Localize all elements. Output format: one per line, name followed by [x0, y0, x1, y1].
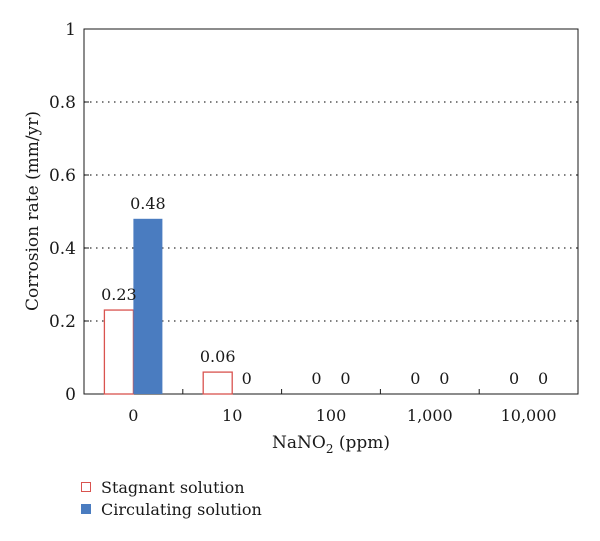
y-tick-label: 0 — [65, 385, 76, 405]
x-tick-label: 100 — [316, 406, 347, 425]
legend-item-circulating: Circulating solution — [81, 498, 262, 520]
x-tick-label: 0 — [128, 406, 138, 425]
x-tick-label: 1,000 — [407, 406, 453, 425]
value-label: 0 — [439, 369, 449, 388]
grid-lines — [84, 101, 578, 322]
bar-stagnant — [103, 309, 135, 395]
value-label: 0 — [538, 369, 548, 388]
value-label: 0 — [242, 369, 252, 388]
y-tick-label: 0.6 — [49, 166, 76, 186]
y-tick-label: 0.2 — [49, 312, 76, 332]
legend-item-stagnant: Stagnant solution — [81, 476, 262, 498]
y-tick-label: 0.4 — [49, 239, 76, 259]
plot-frame — [83, 28, 579, 395]
value-label: 0 — [410, 369, 420, 388]
axis-ticks: 00.20.40.60.810 10 100 1,000 10,000 — [49, 20, 557, 425]
legend-label-stagnant: Stagnant solution — [101, 477, 245, 497]
legend-swatch-outline-icon — [81, 482, 91, 492]
value-label: 0.06 — [200, 347, 236, 366]
value-label: 0 — [340, 369, 350, 388]
value-label: 0.48 — [130, 194, 166, 213]
y-axis-label: Corrosion rate (mm/yr) — [23, 111, 43, 311]
x-tick-label: 10 — [222, 406, 242, 425]
legend-swatch-filled-icon — [81, 504, 91, 514]
legend-label-circulating: Circulating solution — [101, 499, 262, 519]
corrosion-chart: 00.20.40.60.810 10 100 1,000 10,000 0.230.06… — [23, 20, 579, 456]
value-labels: 0.230.060.480 0 0 00 0 0 — [101, 194, 548, 388]
value-label: 0 — [311, 369, 321, 388]
bar-circulating — [133, 218, 163, 394]
x-axis-label: NaNO2 (ppm) — [272, 433, 390, 456]
bars — [103, 218, 233, 395]
y-tick-label: 0.8 — [49, 93, 76, 113]
value-label: 0.23 — [101, 285, 137, 304]
y-tick-label: 1 — [65, 20, 76, 40]
bar-stagnant — [202, 371, 233, 395]
legend: Stagnant solution Circulating solution — [81, 476, 262, 520]
x-tick-label: 10,000 — [501, 406, 557, 425]
value-label: 0 — [509, 369, 519, 388]
